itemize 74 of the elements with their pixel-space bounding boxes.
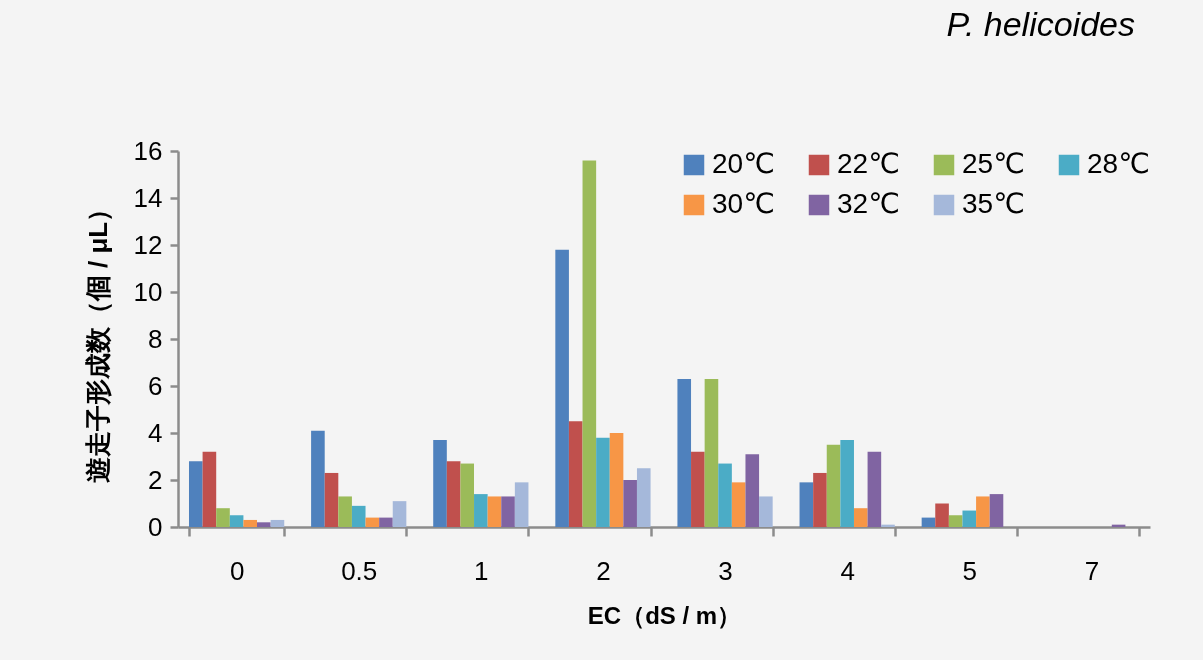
bar xyxy=(962,510,977,527)
bar xyxy=(188,461,203,527)
y-tick-label: 6 xyxy=(148,370,163,401)
bar xyxy=(759,496,773,527)
y-tick-label: 16 xyxy=(133,135,163,166)
bar xyxy=(270,519,285,527)
bar xyxy=(351,505,366,527)
bar xyxy=(365,517,380,527)
bar xyxy=(799,482,814,527)
bar xyxy=(704,378,719,527)
y-tick-label: 0 xyxy=(148,511,163,542)
bar xyxy=(582,160,597,527)
bar xyxy=(921,517,936,527)
bar xyxy=(514,482,529,527)
bar xyxy=(474,494,488,527)
bar xyxy=(568,421,583,527)
legend-label: 30℃ xyxy=(712,188,775,219)
bar xyxy=(202,451,217,527)
x-tick-label: 7 xyxy=(1084,555,1100,586)
bar xyxy=(609,433,624,527)
chart-title: P. helicoides xyxy=(946,5,1135,43)
y-axis-title: 遊走子形成数（個 / μL） xyxy=(82,195,113,484)
bar xyxy=(691,451,705,527)
bar xyxy=(324,472,339,527)
bar xyxy=(596,437,610,527)
x-tick-label: 1 xyxy=(474,555,489,586)
y-tick-label: 12 xyxy=(133,229,163,260)
legend-label: 22℃ xyxy=(837,148,900,179)
x-tick-label: 2 xyxy=(596,555,611,586)
bar xyxy=(976,496,990,527)
legend-label: 25℃ xyxy=(962,148,1025,179)
x-tick-label: 0.5 xyxy=(341,555,378,586)
x-axis-title: EC（dS / m） xyxy=(587,601,742,629)
legend-label: 20℃ xyxy=(712,148,775,179)
bar xyxy=(813,472,827,527)
bar xyxy=(433,440,447,527)
bar xyxy=(392,501,407,527)
legend-label: 35℃ xyxy=(962,188,1025,219)
bar xyxy=(216,508,230,527)
bar xyxy=(338,496,352,527)
bar xyxy=(867,451,882,527)
y-tick-label: 10 xyxy=(133,276,163,307)
bar xyxy=(555,249,569,527)
bar xyxy=(840,440,854,527)
bar xyxy=(636,468,651,527)
y-tick-label: 14 xyxy=(133,182,163,213)
bar xyxy=(311,430,325,527)
bar xyxy=(446,461,461,527)
bar xyxy=(853,508,868,527)
bar xyxy=(623,480,637,527)
y-tick-label: 8 xyxy=(148,323,163,354)
legend-label: 28℃ xyxy=(1087,148,1150,179)
bar xyxy=(731,482,746,527)
bar xyxy=(677,378,692,527)
legend-label: 32℃ xyxy=(837,188,900,219)
x-tick-label: 5 xyxy=(962,555,978,586)
x-tick-label: 3 xyxy=(718,555,733,586)
x-tick-label: 4 xyxy=(840,555,855,586)
bar xyxy=(935,503,949,527)
bar xyxy=(257,522,271,527)
bar xyxy=(989,494,1004,527)
bar xyxy=(826,444,841,527)
y-tick-label: 2 xyxy=(148,464,163,495)
bar xyxy=(745,454,760,527)
y-tick-label: 4 xyxy=(148,417,163,448)
bar xyxy=(948,515,963,527)
bar xyxy=(460,463,475,527)
bar xyxy=(718,463,732,527)
bar xyxy=(229,515,244,527)
bar xyxy=(501,496,515,527)
bar xyxy=(487,496,502,527)
x-tick-label: 0 xyxy=(229,555,245,586)
bar xyxy=(379,517,393,527)
bar xyxy=(243,519,258,527)
